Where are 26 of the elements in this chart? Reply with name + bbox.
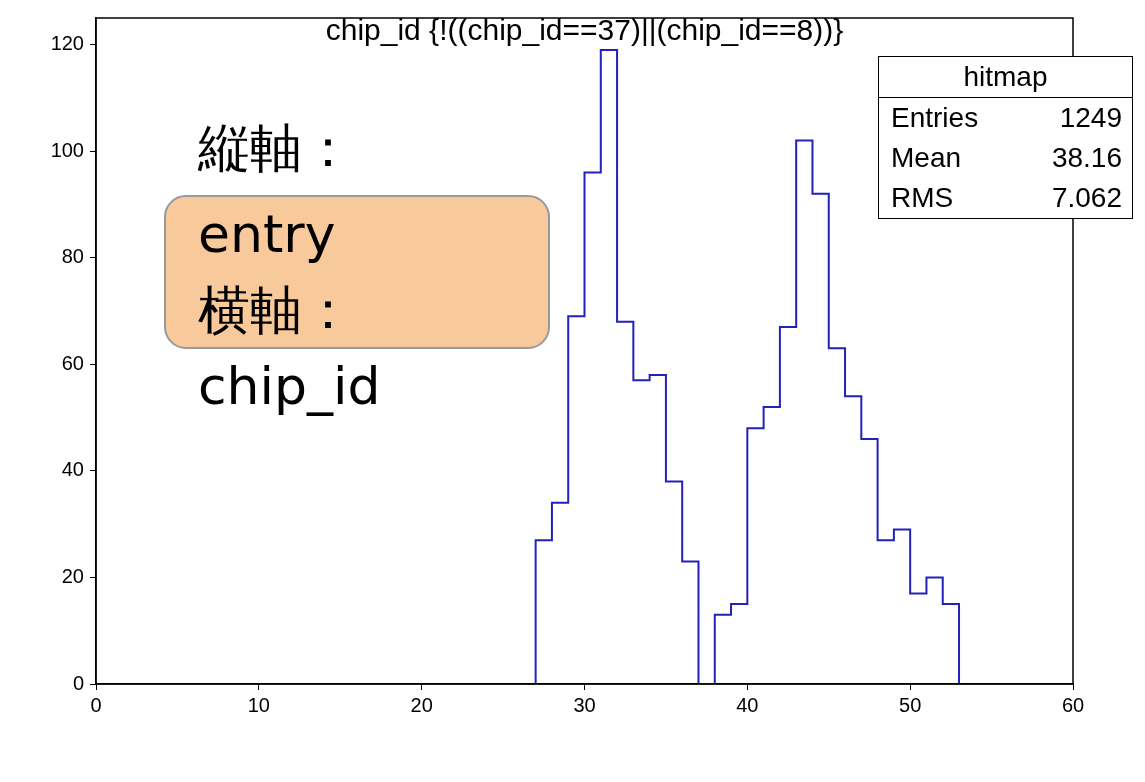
y-tick-label: 100 (50, 138, 84, 161)
annotation: Mean (891, 141, 962, 175)
annotation: chip_id (198, 356, 381, 416)
x-tick-label: 0 (90, 693, 102, 716)
x-tick-label: 40 (736, 693, 759, 716)
annotation: RMS (891, 181, 954, 215)
y-tick-label: 120 (50, 32, 84, 55)
chart-title: chip_id {!((chip_id==37)||(chip_id==8))} (324, 12, 845, 48)
annotation: hitmap (879, 57, 1132, 98)
x-tick-label: 50 (899, 693, 922, 716)
y-tick-label: 80 (61, 245, 84, 268)
annotation: 38.16 (1051, 141, 1122, 175)
y-tick-label: 40 (61, 458, 84, 481)
x-tick-label: 20 (410, 693, 433, 716)
annotation: 1249 (1059, 101, 1122, 135)
y-tick-label: 60 (61, 351, 84, 374)
annotation: entry (198, 204, 336, 264)
y-tick-label: 0 (72, 671, 84, 694)
annotation: 横軸： (198, 280, 354, 340)
x-tick-label: 30 (573, 693, 596, 716)
annotation: 縦軸： (198, 118, 354, 178)
annotation: 7.062 (1051, 181, 1122, 215)
y-tick-label: 20 (61, 564, 84, 587)
x-tick-label: 10 (247, 693, 270, 716)
x-tick-label: 60 (1061, 693, 1085, 716)
annotation: Entries (891, 101, 979, 135)
